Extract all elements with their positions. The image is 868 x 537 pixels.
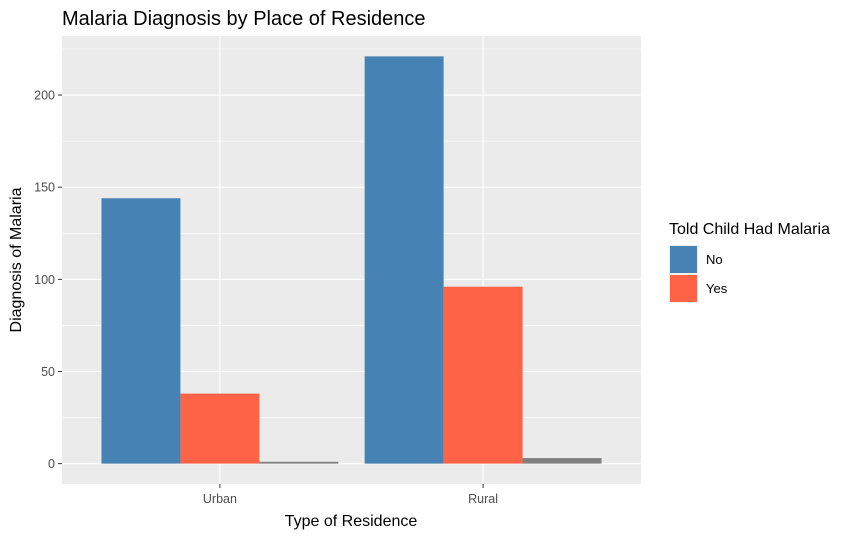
y-axis-title: Diagnosis of Malaria [8,187,25,332]
y-tick-label: 50 [41,365,55,379]
legend-entry-label: Yes [706,281,728,296]
legend-key-swatch [670,275,697,302]
y-tick-label: 200 [34,89,55,103]
x-axis-title: Type of Residence [285,513,418,530]
bar [101,198,181,464]
y-tick-label: 150 [34,181,55,195]
bar [522,458,602,464]
x-axis-ticks: Urban Rural [203,484,498,506]
legend-key-swatch [670,246,697,273]
chart-title: Malaria Diagnosis by Place of Residence [62,8,426,30]
bar [180,393,260,464]
y-tick-label: 0 [48,457,55,471]
legend: Told Child Had Malaria No Yes [669,221,830,303]
x-tick-label: Rural [468,492,498,506]
y-axis-ticks: 0 50 100 150 200 [34,89,62,471]
legend-entry-label: No [706,252,723,267]
legend-title: Told Child Had Malaria [669,221,830,238]
bar [443,286,523,464]
bar [259,461,339,464]
y-tick-label: 100 [34,273,55,287]
bar [364,56,444,464]
x-tick-label: Urban [203,492,237,506]
bars [101,56,602,464]
